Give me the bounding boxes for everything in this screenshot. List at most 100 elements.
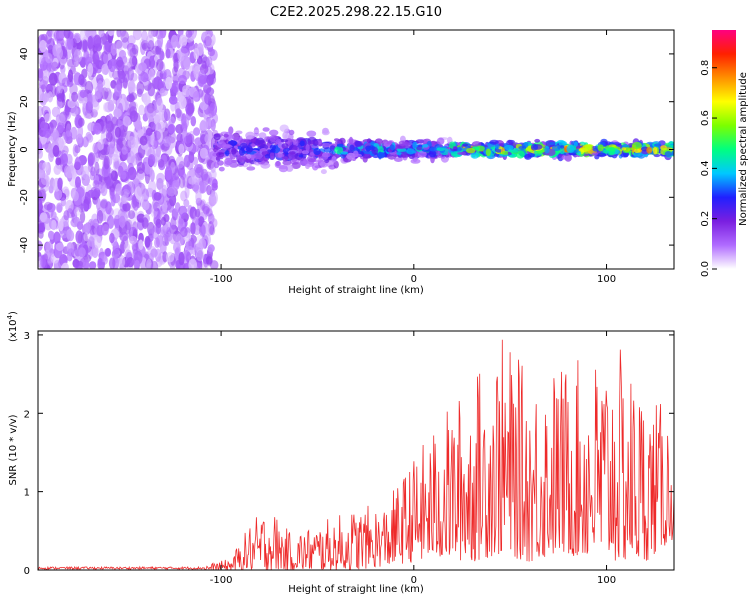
x-tick-label: -100 [210, 274, 233, 285]
heatmap-cell [122, 202, 131, 212]
colorbar-label: Normalized spectral amplitude [738, 72, 749, 226]
colorbar-tick-label: 0.8 [700, 60, 711, 76]
heatmap-cell [84, 30, 91, 38]
heatmap-cell [146, 34, 155, 48]
heatmap-cell [205, 256, 213, 265]
colorbar-ticks: 0.0 0.2 0.4 0.6 0.8 [700, 60, 717, 277]
heatmap-cell [253, 129, 260, 134]
heatmap-cell [75, 156, 81, 169]
heatmap-cell [61, 153, 68, 167]
heatmap-cell [138, 104, 145, 116]
heatmap-cell [118, 72, 126, 84]
heatmap-cell [206, 184, 212, 196]
x-tick-label: 100 [597, 575, 616, 586]
colorbar-tick-label: 0.4 [700, 160, 711, 176]
heatmap-cell [603, 149, 608, 154]
heatmap-cell [597, 152, 607, 158]
heatmap-cell [48, 231, 55, 240]
heatmap-cell [129, 92, 138, 101]
heatmap-cell [79, 89, 87, 99]
heatmap-cell [573, 141, 578, 147]
heatmap-cell [501, 150, 509, 155]
heatmap-cell [549, 141, 555, 146]
heatmap-cell [518, 145, 527, 150]
heatmap-cell [63, 30, 71, 39]
heatmap-cell [65, 38, 73, 50]
heatmap-cell [115, 183, 122, 196]
heatmap-cell [159, 50, 165, 61]
heatmap-cell [198, 180, 205, 194]
heatmap-cell [238, 156, 246, 163]
heatmap-cell [75, 230, 83, 244]
heatmap-cell [38, 240, 43, 252]
heatmap-cell [114, 126, 122, 138]
heatmap-cell [258, 132, 267, 139]
heatmap-cell [193, 47, 200, 60]
heatmap-cell [136, 161, 145, 174]
y-scale-factor-base: (x10 [8, 319, 19, 342]
heatmap-cell [558, 140, 568, 147]
heatmap-cell [183, 154, 191, 168]
heatmap-cell [669, 144, 674, 148]
heatmap-cell [196, 250, 204, 261]
heatmap-cell [163, 136, 172, 147]
heatmap-cell [377, 152, 386, 159]
colorbar-tick-label: 0.6 [700, 110, 711, 126]
x-tick-label: 0 [411, 575, 417, 586]
heatmap-cell [127, 136, 136, 149]
chart-title: C2E2.2025.298.22.15.G10 [270, 5, 442, 20]
heatmap-cell [63, 210, 70, 221]
heatmap-cell [561, 155, 567, 160]
heatmap-cell [183, 135, 192, 144]
heatmap-cell [126, 257, 135, 268]
top-y-axis: -40 -20 0 20 40 [19, 48, 674, 253]
heatmap-cell [139, 135, 148, 146]
heatmap-cell [103, 40, 111, 55]
heatmap-cell [108, 257, 116, 269]
heatmap-cell [121, 189, 130, 198]
heatmap-cell [112, 70, 121, 80]
heatmap-cell [39, 92, 48, 106]
heatmap-cell [544, 146, 550, 154]
heatmap-cell [631, 141, 642, 150]
heatmap-cell [394, 157, 403, 163]
heatmap-cell [340, 151, 349, 155]
heatmap-cell [98, 30, 105, 37]
heatmap-cell [311, 145, 319, 149]
heatmap-cell [148, 30, 154, 39]
heatmap-cell [159, 229, 167, 238]
heatmap-cell [288, 129, 295, 136]
heatmap-cell [653, 146, 658, 155]
heatmap-cell [457, 151, 466, 156]
heatmap-cell [566, 145, 575, 154]
y-tick-label: 3 [24, 331, 30, 342]
heatmap-cell [43, 201, 53, 211]
heatmap-cell [349, 144, 355, 152]
heatmap-cell [107, 30, 115, 36]
heatmap-cell [87, 153, 94, 167]
heatmap-cell [298, 154, 304, 158]
heatmap-cell [205, 208, 213, 217]
y-tick-label: -40 [19, 237, 30, 253]
heatmap-cell [106, 215, 115, 229]
heatmap-cell [42, 161, 49, 172]
heatmap-cell [204, 92, 211, 105]
heatmap-cell [127, 166, 137, 181]
heatmap-cell [38, 190, 43, 201]
heatmap-cell [530, 143, 539, 151]
heatmap-cell [50, 219, 57, 231]
heatmap-cell [147, 154, 156, 167]
heatmap-cell [165, 251, 175, 263]
heatmap-cell [114, 84, 122, 97]
heatmap-cell [67, 69, 74, 83]
heatmap-cell [47, 91, 54, 103]
heatmap-cell [255, 137, 265, 145]
heatmap-cell [161, 234, 169, 247]
heatmap-cell [109, 232, 115, 244]
heatmap-cell [47, 44, 54, 55]
heatmap-cell [187, 30, 195, 36]
colorbar-tick-label: 0.2 [700, 211, 711, 227]
heatmap-cell [202, 205, 210, 215]
heatmap-cell [92, 101, 100, 112]
heatmap-cell [178, 74, 187, 85]
